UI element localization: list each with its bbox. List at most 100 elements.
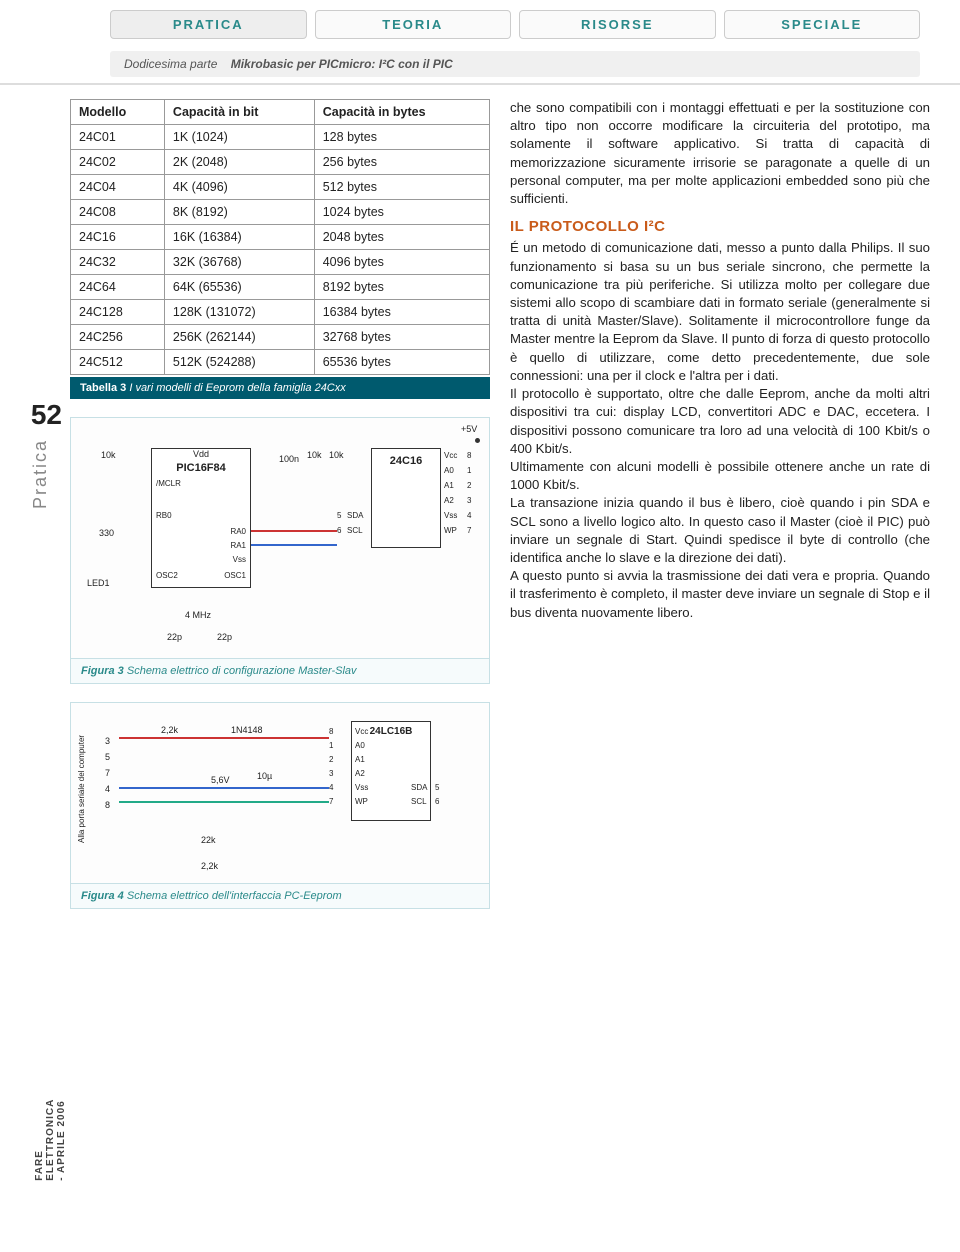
figure3: Vdd PIC16F84 /MCLR RB0 OSC2 RA0 RA1 Vss … [70, 417, 490, 684]
fig4-label: Figura 4 [81, 890, 124, 902]
supply-dot [475, 438, 480, 443]
pic-name: PIC16F84 [152, 459, 250, 474]
pin-rb0: RB0 [156, 511, 172, 520]
ee-vcc-n: 8 [467, 451, 471, 460]
table-row: 24C044K (4096)512 bytes [71, 175, 490, 200]
body-p5: La transazione inizia quando il bus è li… [510, 494, 930, 567]
wire-scl [251, 544, 337, 546]
ee-wp: WP [444, 526, 457, 535]
nav-tab-teoria[interactable]: TEORIA [315, 10, 512, 39]
ee4-a2: A2 [355, 769, 365, 778]
body-p2: É un metodo di comunicazione dati, messo… [510, 239, 930, 385]
figure3-caption: Figura 3 Schema elettrico di configurazi… [71, 658, 489, 683]
table-row: 24C6464K (65536)8192 bytes [71, 275, 490, 300]
figure3-schematic: Vdd PIC16F84 /MCLR RB0 OSC2 RA0 RA1 Vss … [71, 418, 489, 658]
ee4-vss: Vss [355, 783, 368, 792]
ee4-a1-n: 2 [329, 755, 333, 764]
ee-vcc: Vcc [444, 451, 457, 460]
fig4-text: Schema elettrico dell'interfaccia PC-Eep… [127, 890, 342, 902]
body-p1: che sono compatibili con i montaggi effe… [510, 99, 930, 208]
ee-a2: A2 [444, 496, 454, 505]
pin-mclr: /MCLR [156, 479, 181, 488]
r-10k-a: 10k [307, 450, 322, 460]
section-label-vertical: Pratica [30, 439, 51, 509]
led1: LED1 [87, 578, 110, 588]
fig3-text: Schema elettrico di configurazione Maste… [127, 665, 357, 677]
ee-a1-n: 2 [467, 481, 471, 490]
ee-sda-n: 5 [337, 511, 341, 520]
ee-a1: A1 [444, 481, 454, 490]
ee4-vss-n: 4 [329, 783, 333, 792]
pin-ra0: RA0 [230, 527, 246, 536]
f4-r-2k2-b: 2,2k [201, 861, 218, 871]
serial-port-label: Alla porta seriale del computer [77, 733, 89, 843]
ee-scl-n: 6 [337, 526, 341, 535]
supply-5v: +5V [461, 424, 477, 434]
series-title: Mikrobasic per PICmicro: I²C con il PIC [231, 57, 453, 71]
ee4-wp-n: 7 [329, 797, 333, 806]
ee-a2-n: 3 [467, 496, 471, 505]
pin-ra1: RA1 [230, 541, 246, 550]
nav-tab-speciale[interactable]: SPECIALE [724, 10, 921, 39]
f4-wire-wp [119, 801, 329, 803]
chip-24c16: 24C16 [371, 448, 441, 548]
eeprom-name: 24C16 [372, 449, 440, 467]
table-row: 24C022K (2048)256 bytes [71, 150, 490, 175]
r-10k-mclr: 10k [101, 450, 116, 460]
ee-vss: Vss [444, 511, 457, 520]
body-p6: A questo punto si avvia la trasmissione … [510, 567, 930, 622]
th-cap-bytes: Capacità in bytes [314, 100, 489, 125]
f4-c-10u: 10µ [257, 771, 272, 781]
xtal-4mhz: 4 MHz [185, 610, 211, 620]
body-p3: Il protocollo è supportato, oltre che da… [510, 385, 930, 458]
nav-tab-risorse[interactable]: RISORSE [519, 10, 716, 39]
table-row: 24C1616K (16384)2048 bytes [71, 225, 490, 250]
series-bar: Dodicesima parte Mikrobasic per PICmicro… [110, 51, 920, 77]
figure4: Alla porta seriale del computer 3 5 7 4 … [70, 702, 490, 909]
serial-port-pins: 3 5 7 4 8 [105, 733, 110, 813]
pic-vdd: Vdd [152, 449, 250, 459]
figure4-caption: Figura 4 Schema elettrico dell'interfacc… [71, 883, 489, 908]
table-row: 24C3232K (36768)4096 bytes [71, 250, 490, 275]
table3-caption-label: Tabella 3 [80, 382, 126, 394]
eeprom-models-table: Modello Capacità in bit Capacità in byte… [70, 99, 490, 375]
ee4-vcc: Vcc [355, 727, 368, 736]
heading-i2c: IL PROTOCOLLO I²C [510, 218, 930, 235]
ee4-sda-n: 5 [435, 783, 439, 792]
ee-sda: SDA [347, 511, 363, 520]
ee-vss-n: 4 [467, 511, 471, 520]
th-cap-bit: Capacità in bit [164, 100, 314, 125]
f4-wire-vss [119, 787, 329, 789]
ee4-sda: SDA [411, 783, 427, 792]
f4-z-5v6: 5,6V [211, 775, 230, 785]
table3-caption-text: I vari modelli di Eeprom della famiglia … [129, 382, 345, 394]
f4-r-2k2-a: 2,2k [161, 725, 178, 735]
ee4-a0-n: 1 [329, 741, 333, 750]
r-10k-b: 10k [329, 450, 344, 460]
c-22p-a: 22p [167, 632, 182, 642]
f4-wire-top [119, 737, 329, 739]
ee-wp-n: 7 [467, 526, 471, 535]
wire-sda [251, 530, 337, 532]
c-100n: 100n [279, 454, 299, 464]
table-row: 24C011K (1024)128 bytes [71, 125, 490, 150]
fig3-label: Figura 3 [81, 665, 124, 677]
series-part: Dodicesima parte [124, 57, 217, 71]
ee-a0: A0 [444, 466, 454, 475]
ee4-scl-n: 6 [435, 797, 439, 806]
table-row: 24C512512K (524288)65536 bytes [71, 350, 490, 375]
issue-footer-vertical: FARE ELETTRONICA - APRILE 2006 [34, 1099, 67, 1181]
f4-r-22k: 22k [201, 835, 216, 845]
table-row: 24C256256K (262144)32768 bytes [71, 325, 490, 350]
body-p4: Ultimamente con alcuni modelli è possibi… [510, 458, 930, 494]
f4-d-1n4148: 1N4148 [231, 725, 263, 735]
ee4-a2-n: 3 [329, 769, 333, 778]
left-gutter: 52 Pratica FARE ELETTRONICA - APRILE 200… [0, 99, 70, 909]
pin-osc1: OSC1 [224, 571, 246, 580]
r-330: 330 [99, 528, 114, 538]
pin-vss: Vss [233, 555, 246, 564]
c-22p-b: 22p [217, 632, 232, 642]
ee4-a0: A0 [355, 741, 365, 750]
nav-tab-pratica[interactable]: PRATICA [110, 10, 307, 39]
ee4-wp: WP [355, 797, 368, 806]
